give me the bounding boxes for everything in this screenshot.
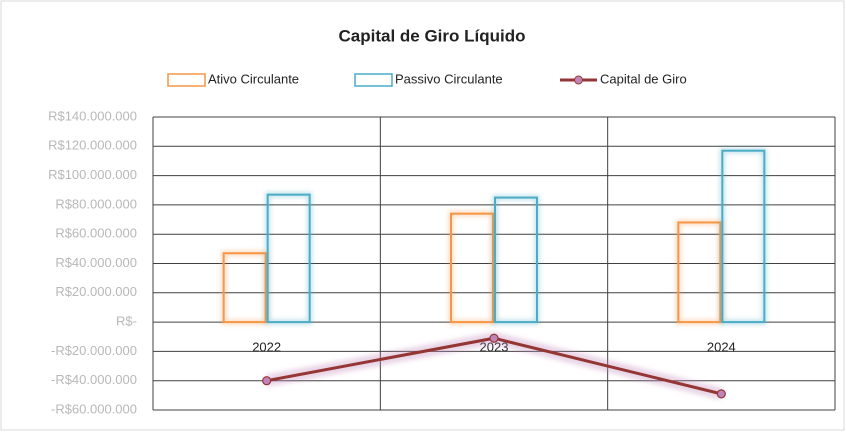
line-marker <box>716 389 726 399</box>
line-marker <box>262 376 272 386</box>
y-tick-label: -R$60.000.000 <box>51 401 137 416</box>
y-tick-label: R$80.000.000 <box>55 196 137 211</box>
bar <box>721 149 766 324</box>
y-tick-label: -R$20.000.000 <box>51 343 137 358</box>
legend-label: Ativo Circulante <box>208 71 299 86</box>
y-tick-label: R$100.000.000 <box>48 167 137 182</box>
x-tick-label: 2024 <box>707 340 736 355</box>
bar <box>494 196 538 324</box>
y-tick-label: R$120.000.000 <box>48 138 137 153</box>
chart-title: Capital de Giro Líquido <box>339 26 526 45</box>
y-tick-label: R$140.000.000 <box>48 108 137 123</box>
x-tick-label: 2022 <box>252 340 281 355</box>
legend-swatch <box>354 73 393 87</box>
y-tick-label: R$60.000.000 <box>55 226 137 241</box>
legend-swatch <box>167 73 206 87</box>
legend-marker <box>574 75 583 85</box>
y-tick-label: R$- <box>116 314 137 329</box>
y-tick-label: -R$40.000.000 <box>51 372 137 387</box>
bar <box>266 193 311 324</box>
legend-label: Passivo Circulante <box>395 71 503 86</box>
line-marker <box>489 333 499 343</box>
y-tick-label: R$40.000.000 <box>55 255 137 270</box>
legend-label: Capital de Giro <box>600 71 687 86</box>
y-tick-label: R$20.000.000 <box>55 284 137 299</box>
